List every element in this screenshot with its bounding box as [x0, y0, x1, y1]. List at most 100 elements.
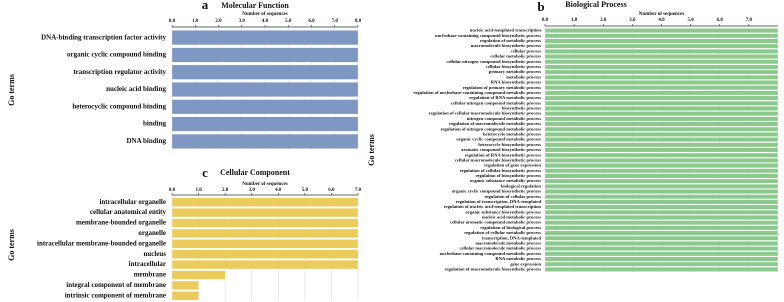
x-tick-label: 4.0: [658, 18, 665, 23]
category-label: nucleobase-containing compound metabolic…: [440, 251, 542, 256]
bar: [544, 163, 779, 168]
category-label: cellular macromolecule biosynthetic proc…: [455, 157, 541, 162]
category-label: cellular process: [511, 48, 542, 53]
category-label: regulation of gene expression: [484, 163, 541, 168]
category-label: regulation of biosynthetic process: [475, 173, 541, 178]
bar: [171, 208, 359, 218]
category-label: integral component of membrane: [66, 281, 166, 289]
category-label: intrinsic component of membrane: [65, 291, 166, 299]
category-label: binding: [143, 120, 166, 128]
bar: [544, 215, 779, 220]
bar: [544, 59, 779, 65]
bar: [544, 90, 779, 96]
bar: [171, 82, 359, 97]
bar: [544, 80, 779, 85]
bar: [544, 142, 779, 148]
y-axis-label: Go terms: [7, 229, 16, 261]
category-label: regulation of cellular process: [484, 194, 541, 199]
x-tick-label: 2.0: [600, 18, 607, 23]
panel-letter: b: [537, 0, 544, 14]
panel-letter: a: [202, 0, 209, 12]
category-label: DNA-binding transcription factor activit…: [41, 33, 166, 41]
bar: [171, 30, 359, 46]
x-tick-label: 7.0: [746, 18, 753, 23]
x-axis-label: Number of sequences: [242, 12, 288, 17]
x-tick-label: 7.0: [332, 19, 339, 24]
category-label: nucleus: [143, 250, 166, 258]
y-axis-label: Go terms: [7, 74, 16, 106]
category-label: DNA binding: [127, 137, 167, 145]
category-label: RNA metabolic process: [495, 256, 541, 261]
category-label: macromolecule biosynthetic process: [471, 43, 541, 48]
bar: [544, 152, 779, 158]
bar: [171, 133, 359, 149]
bar: [544, 43, 779, 49]
bar: [544, 33, 779, 39]
bar: [544, 209, 779, 215]
y-axis-label: Go terms: [367, 134, 376, 166]
x-tick-label: 1.0: [195, 188, 202, 193]
bar: [544, 69, 779, 75]
bar: [171, 291, 199, 301]
category-label: regulation of nucleobase-containing comp…: [413, 90, 541, 95]
x-tick-label: 4.0: [262, 19, 269, 24]
bar: [171, 260, 359, 270]
category-label: gene expression: [510, 261, 541, 266]
bar: [544, 85, 779, 91]
category-label: heterocycle metabolic process: [483, 131, 541, 136]
bar: [544, 64, 779, 70]
bar: [544, 220, 779, 226]
bar: [544, 230, 779, 236]
category-label: regulation of metabolic process: [480, 38, 541, 43]
category-label: macromolecule metabolic process: [475, 241, 541, 246]
category-label: organic substance metabolic process: [470, 178, 541, 183]
bar: [171, 218, 359, 228]
category-label: organic cyclic compound biosynthetic pro…: [452, 189, 541, 194]
category-label: intracellular: [129, 260, 166, 268]
bar: [544, 168, 779, 174]
category-label: nitrogen compound metabolic process: [467, 116, 541, 121]
bar: [544, 100, 779, 106]
bar: [544, 28, 779, 33]
category-label: transcription, DNA-templated: [482, 235, 542, 240]
category-label: organic cyclic compound binding: [67, 51, 166, 59]
x-tick-label: 7.0: [355, 188, 362, 193]
category-label: regulation of RNA biosynthetic process: [465, 152, 542, 157]
x-tick-label: 0.0: [169, 19, 176, 24]
x-tick-label: 0.0: [542, 18, 549, 23]
category-label: regulation of cellular macromolecule bio…: [429, 111, 542, 116]
bar: [544, 54, 779, 59]
bar: [544, 106, 779, 111]
category-label: regulation of cellular metabolic process: [464, 230, 541, 235]
x-tick-label: 4.0: [275, 188, 282, 193]
bar: [544, 246, 779, 251]
category-label: nucleobase-containing compound biosynthe…: [435, 33, 541, 38]
bar: [544, 256, 779, 262]
x-tick-label: 5.0: [285, 19, 292, 24]
x-axis-label: Number of sequences: [242, 182, 288, 187]
category-label: cellular nitrogen compound biosynthetic …: [446, 59, 541, 64]
bar: [171, 249, 359, 259]
bar: [171, 64, 359, 80]
panel-title: Biological Process: [565, 0, 626, 9]
bar: [544, 132, 779, 137]
bar: [171, 47, 359, 63]
category-label: intracellular membrane-bounded organelle: [37, 239, 166, 247]
category-label: cellular aromatic compound metabolic pro…: [450, 220, 541, 225]
x-tick-label: 3.0: [239, 19, 246, 24]
bar: [171, 197, 359, 207]
x-tick-label: 3.0: [249, 188, 256, 193]
category-label: cellular macromolecule metabolic process: [459, 246, 541, 251]
bar: [171, 116, 359, 132]
category-label: cellular metabolic process: [490, 54, 541, 59]
x-tick-label: 6.0: [717, 18, 724, 23]
category-label: organic cyclic compound metabolic proces…: [456, 137, 541, 142]
category-label: transcription regulator activity: [73, 68, 166, 76]
bar: [171, 228, 359, 238]
bar: [544, 235, 779, 241]
x-axis-label: Number of sequences: [639, 12, 685, 17]
bar: [171, 270, 226, 280]
bar: [544, 178, 779, 184]
category-label: nucleic acid metabolic process: [482, 215, 541, 220]
